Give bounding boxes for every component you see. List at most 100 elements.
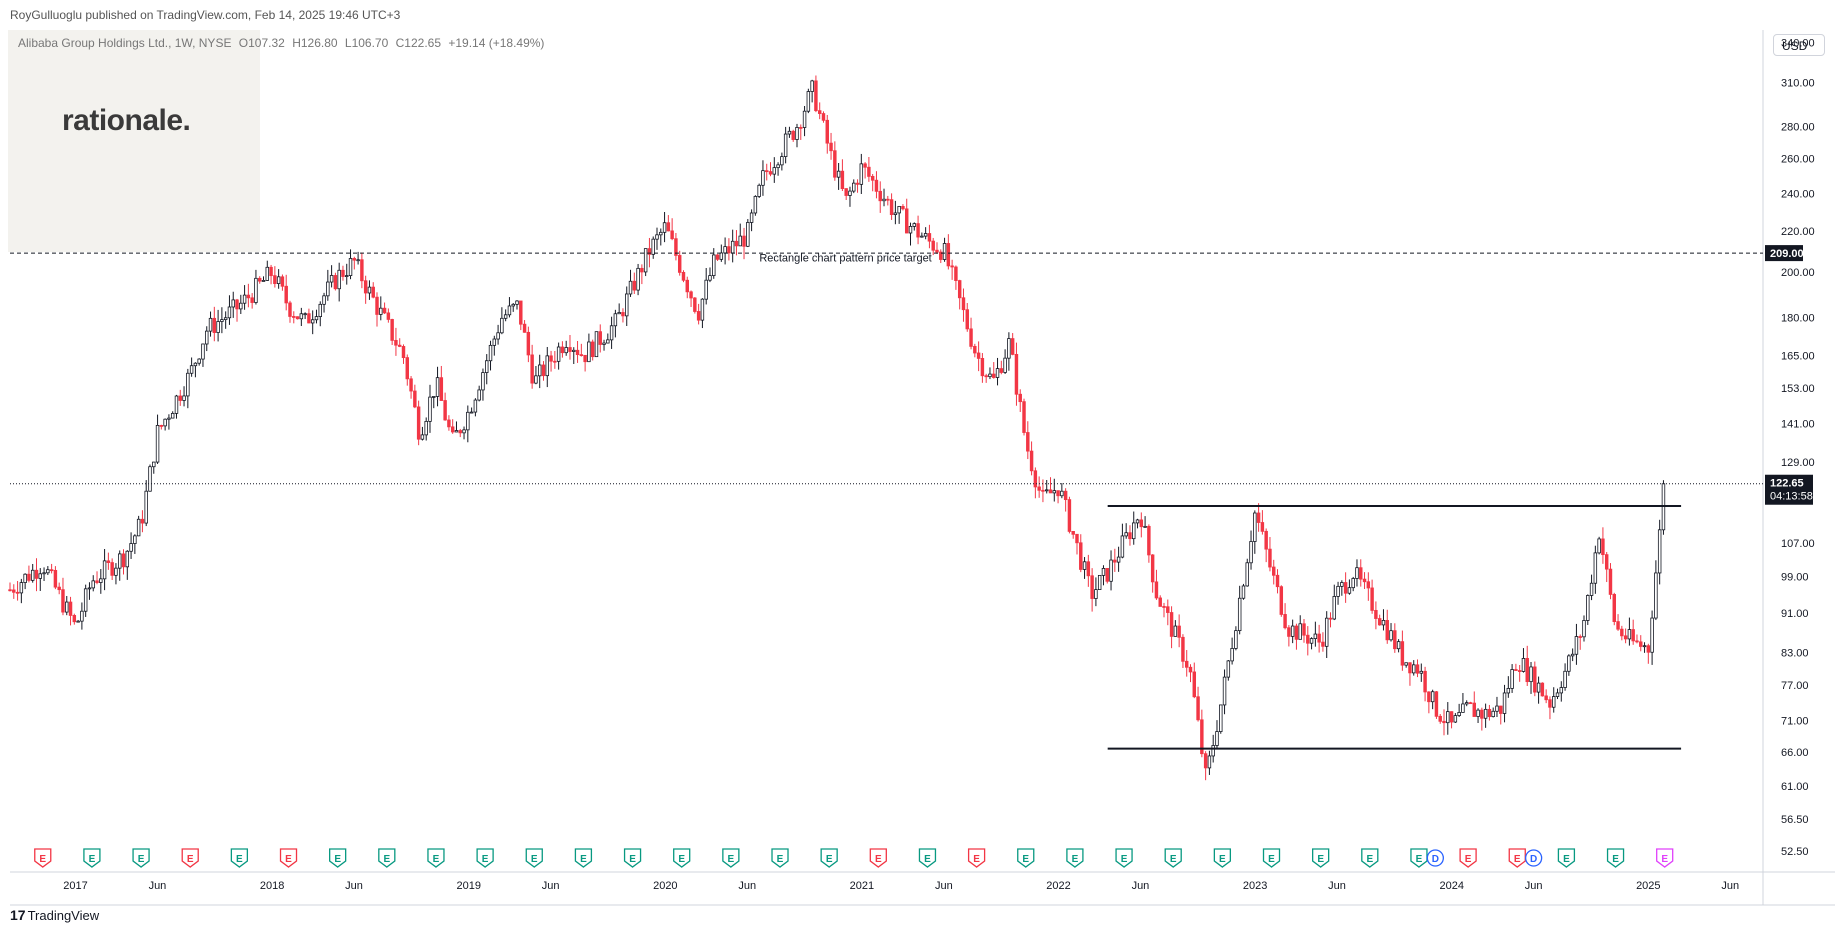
candle-body (1343, 582, 1348, 594)
candle-body (322, 295, 326, 305)
candle-body (1593, 552, 1598, 584)
candle-body (356, 259, 360, 262)
candle-body (1298, 623, 1302, 640)
tradingview-logo-icon: 17 (10, 907, 26, 923)
candle-body (106, 560, 111, 563)
candle-body (1033, 470, 1038, 488)
candle-body (1264, 530, 1268, 550)
tradingview-logo[interactable]: 17 TradingView (10, 907, 99, 923)
candle-body (390, 319, 394, 341)
candle-body (1056, 490, 1060, 497)
candle-body (923, 233, 928, 237)
candle-body (397, 344, 402, 347)
candle-body (250, 297, 254, 303)
y-tick-label: 165.00 (1781, 350, 1815, 362)
candle-body (882, 198, 886, 202)
candle-body (1014, 353, 1019, 395)
candle-body (360, 259, 364, 282)
candle-body (95, 580, 99, 583)
candle-body (1317, 633, 1321, 643)
candle-body (299, 313, 304, 320)
candle-body (1245, 562, 1249, 587)
candle-body (950, 265, 954, 268)
candle-body (379, 307, 383, 315)
candle-body (1037, 486, 1041, 491)
candle-body (1642, 645, 1647, 648)
candle-body (772, 167, 777, 175)
candle-body (855, 182, 860, 185)
candle-body (867, 166, 871, 177)
candle-body (424, 420, 428, 436)
candle-body (761, 170, 765, 186)
candle-body (1260, 522, 1265, 532)
candle-body (901, 206, 905, 210)
candle-body (659, 231, 663, 236)
candle-body (428, 396, 432, 422)
candle-body (1446, 711, 1450, 724)
earnings-marker (1164, 848, 1182, 868)
earnings-marker-label: E (531, 854, 538, 865)
earnings-marker (1557, 848, 1576, 868)
candle-body (352, 258, 357, 261)
candle-body (817, 110, 822, 114)
candle-body (91, 580, 95, 589)
candle-body (1169, 612, 1174, 637)
candle-body (65, 601, 69, 613)
earnings-marker-label: E (1072, 854, 1079, 865)
candle-body (545, 355, 550, 377)
candle-body (628, 280, 633, 295)
dividend-marker (1524, 849, 1543, 867)
candle-body (1294, 625, 1299, 640)
candle-body (401, 346, 406, 359)
candle-body (606, 339, 610, 344)
candle-body (609, 325, 614, 341)
candle-body (1381, 620, 1386, 626)
candle-body (1570, 653, 1575, 657)
candle-body (1351, 578, 1355, 589)
candle-body (957, 280, 962, 299)
earnings-marker-label: E (236, 854, 243, 865)
candle-body (500, 317, 504, 334)
candle-body (719, 252, 724, 260)
y-tick-label: 240.00 (1781, 188, 1815, 200)
candle-body (844, 188, 848, 196)
candle-body (575, 349, 580, 356)
candle-body (1427, 691, 1431, 703)
candle-body (806, 91, 811, 112)
ohlc-low: L106.70 (344, 36, 389, 50)
candle-body (594, 331, 599, 358)
candle-body (1063, 490, 1068, 501)
candle-body (1419, 670, 1424, 674)
candle-body (1302, 623, 1306, 636)
y-tick-label: 260.00 (1781, 154, 1815, 166)
y-tick-label: 129.00 (1781, 457, 1815, 469)
candle-body (507, 305, 512, 316)
brand-logo-text: rationale. (62, 104, 191, 137)
candle-body (1533, 666, 1537, 693)
candle-body (746, 222, 750, 247)
candle-body (685, 279, 689, 293)
candle-body (1510, 669, 1514, 689)
currency-selector[interactable]: USD (1773, 34, 1825, 56)
candle-body (102, 560, 107, 580)
candle-body (345, 275, 349, 277)
candle-body (318, 303, 322, 318)
candle-body (473, 399, 478, 413)
candle-body (1324, 617, 1329, 647)
candle-body (469, 411, 474, 414)
earnings-marker (1213, 848, 1232, 868)
candle-body (23, 573, 27, 583)
candle-body (647, 248, 652, 255)
candle-body (1639, 641, 1643, 647)
y-tick-label: 180.00 (1781, 313, 1815, 325)
earnings-marker-label: E (875, 854, 882, 865)
candle-body (670, 230, 674, 240)
y-tick-label: 56.50 (1781, 814, 1809, 826)
candle-body (1234, 630, 1238, 649)
candle-body (1627, 629, 1632, 640)
candle-body (942, 243, 947, 260)
earnings-marker-label: E (973, 854, 980, 865)
candle-body (363, 280, 368, 294)
candle-body (189, 365, 194, 374)
